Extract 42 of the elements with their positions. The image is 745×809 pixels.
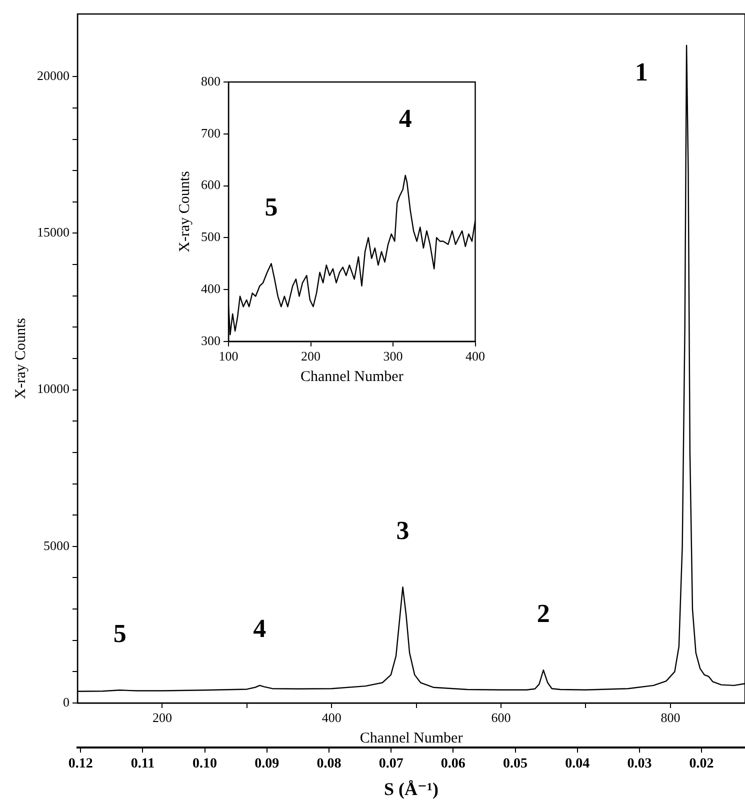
x-tick-label: 300 (383, 348, 403, 364)
annotation: 5 (264, 192, 278, 222)
x2-tick-label: 0.02 (689, 756, 714, 772)
x2-tick-label: 0.10 (192, 756, 218, 772)
y-tick-label: 15000 (37, 224, 70, 240)
y-tick-label: 400 (201, 280, 220, 296)
y-tick-label: 500 (201, 229, 220, 244)
x2-tick-label: 0.07 (378, 756, 404, 772)
y-tick-label: 600 (201, 177, 220, 192)
x-axis-title: Channel Number (360, 730, 463, 747)
x-tick-label: 400 (466, 348, 485, 364)
x-tick-label: 600 (491, 710, 511, 726)
y-tick-label: 20000 (37, 68, 70, 84)
x-tick-label: 400 (322, 710, 342, 726)
x2-tick-label: 0.06 (440, 756, 466, 772)
x2-tick-label: 0.04 (565, 756, 590, 772)
y-axis-title: X-ray Counts (176, 170, 193, 252)
y-tick-label: 300 (201, 332, 220, 348)
annotation: 1 (635, 58, 648, 87)
y-tick-label: 10000 (37, 381, 70, 396)
x2-tick-label: 0.08 (316, 756, 342, 772)
y-tick-label: 5000 (44, 538, 70, 553)
annotation: 4 (253, 614, 266, 644)
annotation: 2 (536, 598, 550, 628)
y-tick-label: 0 (63, 694, 70, 710)
x-tick-label: 800 (660, 710, 680, 726)
y-tick-label: 800 (201, 73, 220, 88)
y-axis-title: X-ray Counts (12, 318, 29, 400)
x2-axis-title: S (Å⁻¹) (384, 778, 438, 799)
x2-tick-label: 0.05 (503, 756, 528, 772)
annotation: 4 (398, 104, 412, 134)
x-tick-label: 200 (301, 348, 320, 364)
annotation: 5 (113, 618, 126, 648)
annotation: 3 (396, 516, 410, 545)
x2-tick-label: 0.03 (627, 756, 652, 772)
x-axis-title: Channel Number (300, 368, 404, 385)
y-tick-label: 700 (201, 125, 220, 140)
x-tick-label: 200 (152, 710, 172, 726)
x2-tick-label: 0.12 (68, 756, 93, 772)
x2-tick-label: 0.09 (254, 756, 280, 772)
x2-tick-label: 0.11 (130, 756, 155, 772)
x-tick-label: 100 (218, 348, 238, 364)
